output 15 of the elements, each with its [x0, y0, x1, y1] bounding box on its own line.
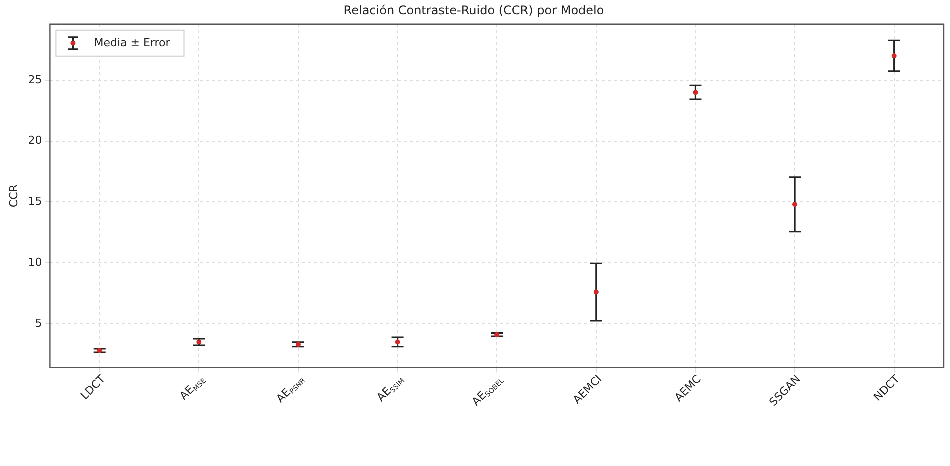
point: [892, 54, 897, 59]
chart-title: Relación Contraste-Ruido (CCR) por Modelo: [344, 3, 604, 18]
y-tick-label: 10: [28, 256, 42, 269]
legend-label: Media ± Error: [94, 36, 171, 50]
point: [792, 202, 798, 208]
point: [196, 340, 202, 345]
y-tick-label: 25: [28, 73, 42, 86]
y-axis-title: CCR: [7, 184, 20, 208]
point: [97, 348, 102, 354]
point: [296, 342, 301, 348]
y-tick-label: 20: [28, 134, 42, 148]
point: [494, 332, 500, 338]
y-tick-label: 15: [28, 195, 42, 208]
y-tick-label: 5: [35, 316, 42, 330]
point: [594, 290, 599, 295]
